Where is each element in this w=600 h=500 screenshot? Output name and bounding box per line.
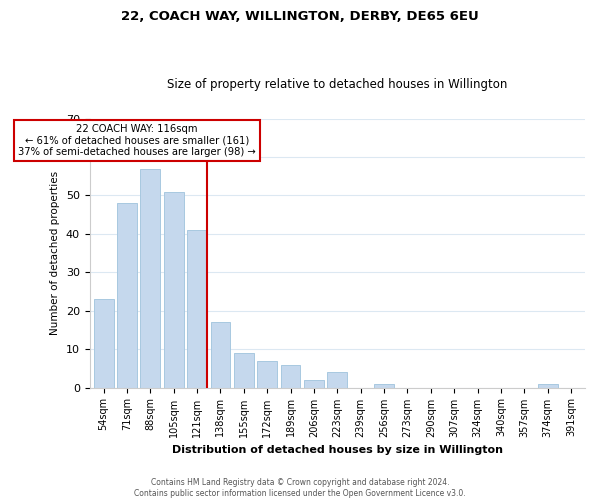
Y-axis label: Number of detached properties: Number of detached properties bbox=[50, 171, 60, 335]
Text: 22 COACH WAY: 116sqm
← 61% of detached houses are smaller (161)
37% of semi-deta: 22 COACH WAY: 116sqm ← 61% of detached h… bbox=[18, 124, 256, 157]
Bar bbox=[164, 192, 184, 388]
Bar bbox=[281, 364, 301, 388]
Bar bbox=[94, 299, 113, 388]
Bar bbox=[374, 384, 394, 388]
Text: Contains HM Land Registry data © Crown copyright and database right 2024.
Contai: Contains HM Land Registry data © Crown c… bbox=[134, 478, 466, 498]
Bar bbox=[304, 380, 324, 388]
X-axis label: Distribution of detached houses by size in Willington: Distribution of detached houses by size … bbox=[172, 445, 503, 455]
Bar bbox=[538, 384, 557, 388]
Bar bbox=[234, 353, 254, 388]
Bar bbox=[117, 203, 137, 388]
Bar bbox=[328, 372, 347, 388]
Bar bbox=[211, 322, 230, 388]
Bar bbox=[140, 168, 160, 388]
Bar bbox=[187, 230, 207, 388]
Bar bbox=[257, 360, 277, 388]
Text: 22, COACH WAY, WILLINGTON, DERBY, DE65 6EU: 22, COACH WAY, WILLINGTON, DERBY, DE65 6… bbox=[121, 10, 479, 23]
Title: Size of property relative to detached houses in Willington: Size of property relative to detached ho… bbox=[167, 78, 508, 91]
